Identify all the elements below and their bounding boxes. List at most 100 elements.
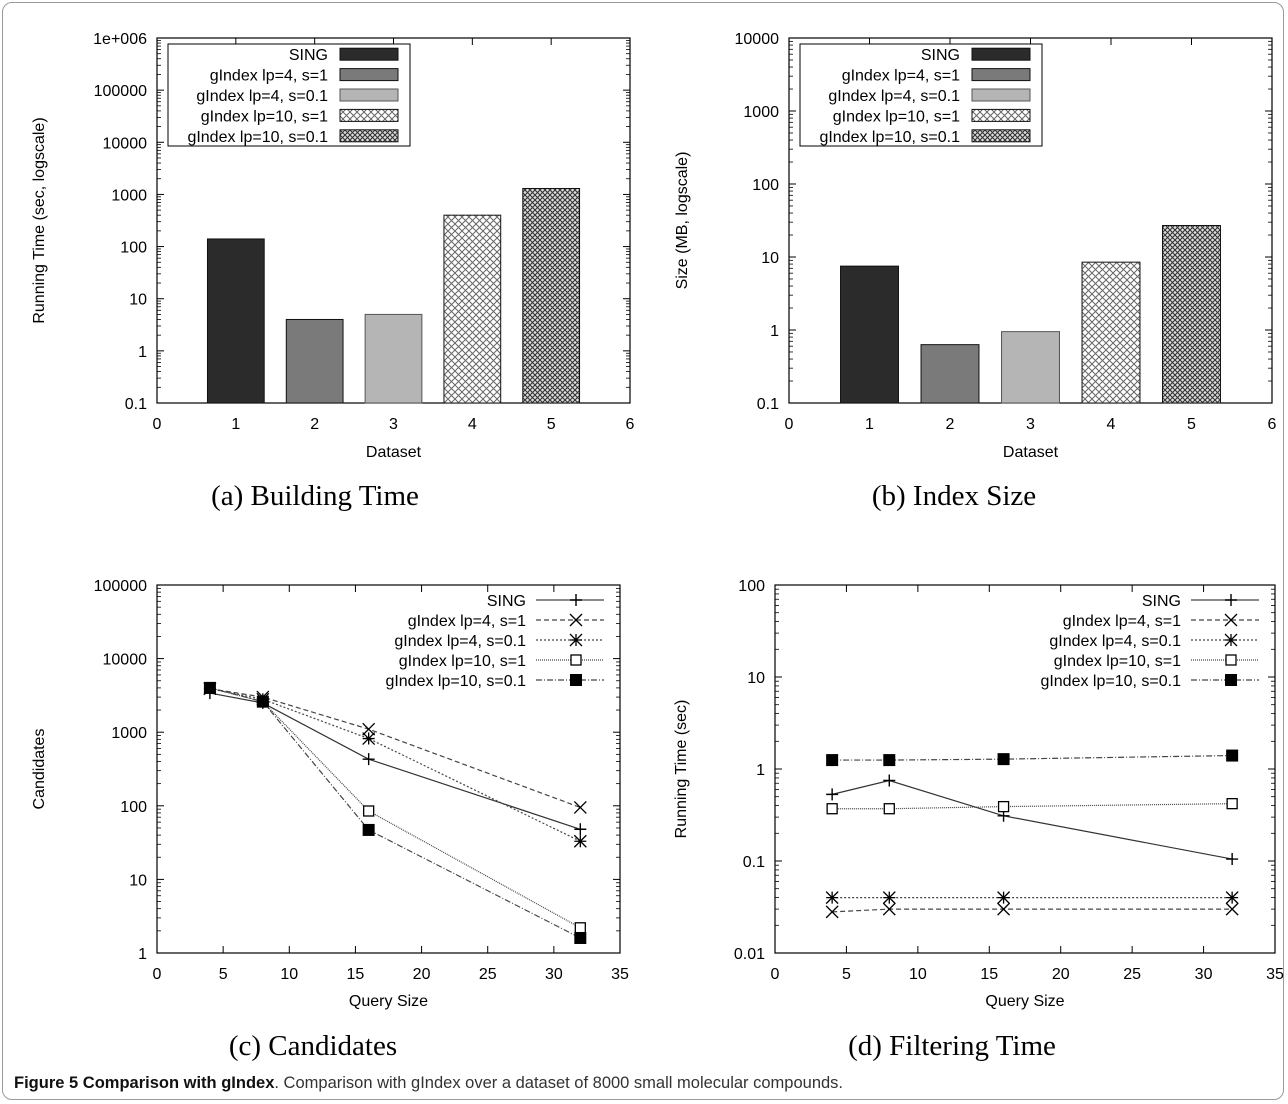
data-point <box>574 922 586 934</box>
y-axis-label: Size (MB, logscale) <box>674 152 691 290</box>
series-line <box>209 688 581 809</box>
y-tick-label: 1 <box>138 946 147 963</box>
chart-panel-d: 0.01 0.1 1 10 100 0 5 10 15 20 25 30 35 Query Size Run… <box>673 578 1284 1062</box>
x-tick-label: 25 <box>1123 966 1141 983</box>
x-tick-label: 2 <box>946 416 955 433</box>
data-point <box>882 902 896 916</box>
data-point <box>997 753 1010 766</box>
y-tick-label: 10000 <box>103 652 148 669</box>
caption-title: Comparison with gIndex <box>82 1074 275 1092</box>
data-point <box>203 681 216 694</box>
legend-label: gIndex lp=10, s=1 <box>833 108 960 125</box>
data-point <box>256 695 269 708</box>
legend-label: gIndex lp=10, s=0.1 <box>819 129 960 146</box>
legend: SING gIndex lp=4, s=1 gIndex lp=4, s=0.1 gI… <box>799 43 1043 147</box>
x-tick-label: 30 <box>545 966 563 983</box>
data-point <box>1226 853 1239 866</box>
legend-swatch <box>339 68 399 82</box>
x-tick-label: 4 <box>468 416 477 433</box>
legend-label: gIndex lp=10, s=1 <box>1054 653 1181 670</box>
y-tick-label: 100000 <box>94 578 147 595</box>
legend-swatch <box>971 108 1031 122</box>
legend-marker <box>1225 654 1237 666</box>
bar <box>920 344 980 404</box>
y-tick-label: 1 <box>770 323 779 340</box>
y-tick-label: 10 <box>747 670 765 687</box>
bar <box>1081 261 1141 404</box>
legend-label: gIndex lp=10, s=0.1 <box>1040 673 1181 690</box>
y-tick-label: 10000 <box>103 135 148 152</box>
series-line <box>832 754 1233 761</box>
bar <box>285 318 344 404</box>
y-tick-label: 0.1 <box>125 396 147 413</box>
y-axis-label: Candidates <box>31 729 48 810</box>
subcaption: (a) Building Time <box>211 480 419 512</box>
legend-label: gIndex lp=4, s=1 <box>210 68 328 85</box>
data-point <box>997 891 1011 905</box>
y-tick-label: 1000 <box>111 725 147 742</box>
x-tick-label: 3 <box>1026 416 1035 433</box>
data-point <box>573 834 587 848</box>
legend-marker <box>570 594 582 606</box>
x-tick-label: 1 <box>865 416 874 433</box>
legend-label: gIndex lp=10, s=1 <box>399 653 526 670</box>
legend: SING gIndex lp=4, s=1 gIndex lp=4, s=0.1 gI… <box>167 43 411 147</box>
legend-swatch <box>971 88 1031 102</box>
subcaption: (c) Candidates <box>229 1030 397 1062</box>
x-tick-label: 5 <box>547 416 556 433</box>
legend-label: gIndex lp=4, s=0.1 <box>1049 633 1181 650</box>
data-point <box>1226 749 1239 762</box>
legend-marker <box>1225 674 1237 686</box>
x-tick-label: 0 <box>153 966 162 983</box>
legend-label: SING <box>1142 593 1181 610</box>
caption-text: . Comparison with gIndex over a dataset … <box>274 1074 844 1092</box>
legend-label: gIndex lp=4, s=0.1 <box>394 633 526 650</box>
legend-swatch <box>339 108 399 122</box>
data-point <box>826 803 838 815</box>
data-point <box>825 905 839 919</box>
x-axis-label: Query Size <box>985 993 1064 1010</box>
legend-swatch <box>339 88 399 102</box>
y-tick-label: 0.1 <box>743 854 765 871</box>
y-tick-label: 100 <box>120 240 147 257</box>
data-point <box>1226 798 1238 810</box>
bar <box>443 214 502 404</box>
x-tick-label: 0 <box>153 416 162 433</box>
y-tick-label: 10 <box>129 292 147 309</box>
legend: SING gIndex lp=4, s=1 gIndex lp=4, s=0.1 gI… <box>1040 593 1259 690</box>
subcaption: (d) Filtering Time <box>848 1030 1056 1062</box>
legend-label: gIndex lp=4, s=1 <box>408 613 526 630</box>
subcaption: (b) Index Size <box>872 480 1036 512</box>
x-tick-label: 20 <box>413 966 431 983</box>
x-axis-label: Dataset <box>1003 444 1059 461</box>
data-point <box>883 754 896 767</box>
legend-swatch <box>971 68 1031 82</box>
y-tick-label: 1000 <box>111 187 147 204</box>
figure-caption: Figure 5 Comparison with gIndex. Compari… <box>14 1074 843 1093</box>
legend-label: SING <box>921 47 960 64</box>
y-tick-label: 10000 <box>735 31 780 48</box>
y-tick-label: 0.1 <box>757 396 779 413</box>
y-tick-label: 100 <box>738 578 765 595</box>
x-tick-label: 6 <box>626 416 635 433</box>
x-tick-label: 5 <box>842 966 851 983</box>
x-axis-label: Dataset <box>366 444 422 461</box>
x-tick-label: 5 <box>219 966 228 983</box>
data-point <box>882 891 896 905</box>
data-point <box>883 803 895 815</box>
y-tick-label: 1e+006 <box>93 31 147 48</box>
data-point <box>826 788 839 801</box>
data-point <box>826 754 839 767</box>
x-tick-label: 15 <box>980 966 998 983</box>
x-tick-label: 2 <box>310 416 319 433</box>
y-tick-label: 1000 <box>743 104 779 121</box>
legend-swatch <box>339 129 399 143</box>
legend-label: SING <box>289 47 328 64</box>
x-tick-label: 15 <box>347 966 365 983</box>
chart-panel-b: 0.1 1 10 100 1000 10000 0 1 2 3 4 5 6 Dataset Size (MB… <box>674 31 1277 512</box>
x-tick-label: 0 <box>771 966 780 983</box>
bar <box>1162 225 1221 404</box>
data-point <box>363 805 375 817</box>
legend-swatch <box>971 47 1031 61</box>
